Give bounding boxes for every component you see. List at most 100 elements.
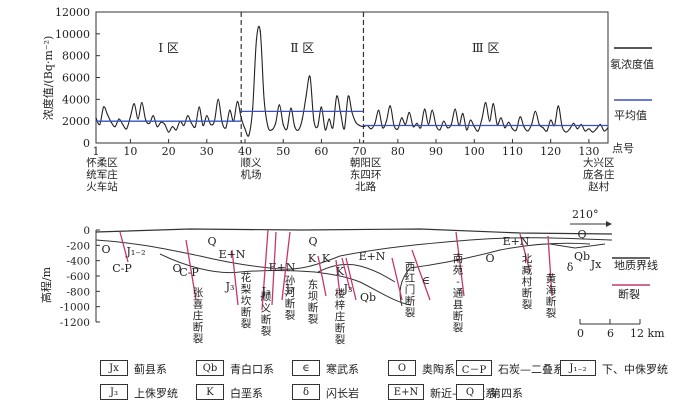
radon-series	[95, 25, 609, 137]
legend-swatch-box: δ	[292, 384, 320, 400]
section-y-tick-label: -1000	[60, 302, 90, 314]
zone-label: Ⅱ 区	[290, 41, 314, 55]
legend-swatch-box: C－P	[456, 360, 492, 376]
geologic-cross-section: 210° 0 -200 -400 -600 -800 -1000 -1200 高程/m O J…	[39, 208, 665, 346]
unit-label: C-P	[179, 266, 199, 279]
radon-point	[320, 106, 323, 108]
direction-label: 210°	[572, 208, 599, 221]
top-x-tick-label: 80	[391, 145, 405, 158]
top-x-tick-label: 70	[353, 145, 367, 158]
radon-point	[584, 130, 586, 132]
radon-point	[294, 126, 296, 128]
section-y-tick-label: -800	[66, 286, 90, 298]
radon-point	[439, 129, 441, 131]
radon-point	[290, 107, 292, 109]
scale-label-0: 0	[577, 327, 584, 340]
fault-line	[455, 231, 465, 297]
top-x-tick-label: 50	[276, 145, 290, 158]
radon-point	[145, 119, 147, 121]
top-y-tick-label: 2000	[62, 115, 90, 128]
legend-unit-label: 寒武系	[326, 363, 359, 376]
fault-label-char: 义	[261, 303, 272, 315]
radon-point	[339, 111, 342, 114]
radon-point	[183, 124, 185, 127]
unit-label: E+N	[503, 235, 530, 248]
radon-point	[118, 118, 120, 120]
radon-point	[190, 122, 193, 124]
fault-label-char: 河	[285, 287, 296, 299]
fault-line	[317, 255, 327, 297]
fault-label-char: 黄	[546, 272, 557, 285]
legend-swatch-box: O	[388, 360, 416, 376]
radon-point	[450, 123, 452, 126]
radon-point	[332, 127, 334, 129]
radon-point	[431, 109, 433, 111]
fault-label-char: 裂	[261, 325, 272, 338]
scale-bar: 0 6 12 km	[577, 319, 665, 340]
fault-label-char: 裂	[285, 309, 296, 322]
fault-line	[345, 257, 357, 301]
radon-point	[473, 126, 475, 128]
fault-label-char: 断	[546, 295, 557, 308]
fault-label-char: 楼	[335, 287, 346, 300]
ground-surface	[95, 228, 613, 235]
radon-point	[538, 123, 540, 126]
fault-label-char: 通	[453, 288, 464, 300]
top-y-tick-label: 8000	[62, 50, 90, 63]
location-label: 大兴区	[583, 156, 615, 169]
top-y-tick-label: 6000	[62, 72, 90, 85]
fault-label-char: 断	[335, 322, 346, 335]
fault-label-char: 海	[546, 284, 557, 297]
unit-label: J₃	[285, 282, 295, 295]
radon-point	[404, 123, 407, 126]
top-x-tick-label: 120	[540, 145, 561, 158]
radon-point	[167, 131, 170, 133]
unit-label: E+N	[359, 250, 386, 263]
radon-point	[221, 121, 223, 123]
radon-point	[595, 128, 598, 130]
fault-line	[341, 257, 351, 291]
fault-label-char: 裂	[405, 306, 416, 319]
radon-point	[194, 126, 196, 128]
fault-line	[271, 231, 277, 306]
radon-point	[385, 120, 387, 122]
fault-label-char: 裂	[308, 313, 319, 326]
fault-line	[231, 249, 239, 306]
location-label: 北路	[355, 180, 376, 193]
radon-point	[164, 123, 166, 126]
fault-label-char: 裂	[193, 332, 204, 345]
fault-line	[335, 259, 341, 297]
section-y-tick-label: 0	[83, 225, 90, 237]
fault-label-char: 臧	[522, 264, 533, 277]
unit-label: J₃	[343, 282, 353, 295]
fault-label-char: 断	[193, 321, 204, 334]
legend-unit-label: 奥陶系	[422, 363, 455, 376]
fault-label-char: 北	[522, 253, 533, 265]
fault-label-char: 喜	[193, 298, 204, 311]
fault-label-char: 裂	[522, 298, 533, 311]
unit-label: Qb	[574, 250, 590, 263]
fault-line	[119, 231, 129, 263]
top-x-tick-label: 1	[93, 145, 100, 158]
radon-point	[443, 120, 445, 122]
radon-point	[573, 122, 575, 124]
radon-point	[309, 75, 311, 78]
radon-point	[561, 126, 563, 128]
fault-label-char: 门	[405, 283, 416, 296]
location-label: 火车站	[86, 180, 118, 193]
radon-point	[496, 123, 498, 126]
radon-point	[389, 105, 391, 107]
radon-point	[129, 116, 131, 118]
fault-labels: 张喜庄断裂花梨坎断裂孙河断裂顺义断裂东坝断裂楼梓庄断裂西红门断裂南苑-通县断裂北…	[193, 252, 557, 346]
radon-point	[374, 122, 376, 124]
fault-lines	[119, 229, 553, 311]
legend-swatch-box: E+N	[388, 384, 424, 400]
radon-point	[317, 126, 319, 128]
radon-point	[187, 115, 189, 117]
radon-point	[523, 126, 525, 128]
scale-label-2: 12 km	[630, 327, 665, 340]
top-x-tick-label: 130	[578, 145, 599, 158]
unit-label: ∈	[422, 274, 430, 287]
